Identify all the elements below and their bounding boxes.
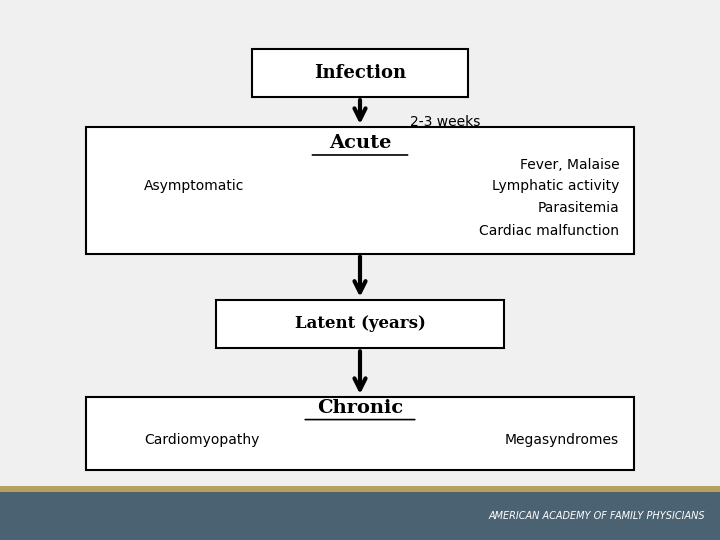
Text: Cardiac malfunction: Cardiac malfunction — [480, 224, 619, 238]
Text: Megasyndromes: Megasyndromes — [505, 433, 619, 447]
Text: AMERICAN ACADEMY OF FAMILY PHYSICIANS: AMERICAN ACADEMY OF FAMILY PHYSICIANS — [489, 511, 706, 521]
Text: Asymptomatic: Asymptomatic — [144, 179, 244, 193]
Text: Lymphatic activity: Lymphatic activity — [492, 179, 619, 193]
FancyBboxPatch shape — [216, 300, 504, 348]
Text: Infection: Infection — [314, 64, 406, 82]
FancyBboxPatch shape — [252, 49, 468, 97]
Text: Chronic: Chronic — [317, 399, 403, 417]
Text: Fever, Malaise: Fever, Malaise — [520, 158, 619, 172]
FancyBboxPatch shape — [0, 486, 720, 492]
FancyBboxPatch shape — [86, 127, 634, 254]
Text: Latent (years): Latent (years) — [294, 315, 426, 333]
Text: 2-3 weeks: 2-3 weeks — [410, 114, 481, 129]
FancyBboxPatch shape — [0, 491, 720, 540]
Text: Parasitemia: Parasitemia — [537, 201, 619, 215]
Text: Acute: Acute — [329, 134, 391, 152]
FancyBboxPatch shape — [86, 397, 634, 470]
Text: Cardiomyopathy: Cardiomyopathy — [144, 433, 259, 447]
